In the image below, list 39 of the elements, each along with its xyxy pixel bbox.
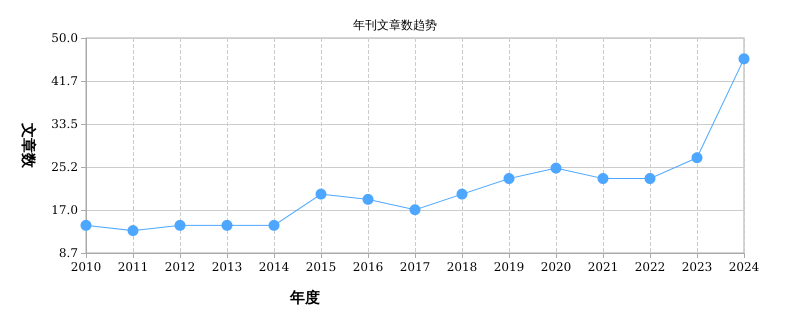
- point: [738, 53, 750, 64]
- x-tick-label: 2015: [306, 260, 336, 274]
- y-tick-label: 33.5: [51, 116, 78, 131]
- point: [128, 225, 138, 236]
- point: [598, 173, 608, 184]
- x-tick-label: 2020: [540, 260, 572, 274]
- y-tick-label: 41.7: [51, 74, 78, 88]
- point: [362, 194, 374, 205]
- x-tick-label: 2010: [70, 260, 102, 274]
- x-axis-title: 年度: [289, 288, 320, 306]
- x-tick-label: 2011: [118, 260, 148, 274]
- x-tick-label: 2023: [682, 260, 712, 274]
- y-tick-label: 50.0: [51, 31, 78, 45]
- point: [692, 152, 702, 164]
- point: [456, 188, 468, 200]
- point: [80, 220, 92, 231]
- x-tick-label: 2019: [494, 260, 524, 274]
- x-tick-label: 2013: [212, 260, 242, 274]
- point: [410, 204, 420, 216]
- x-tick-label: 2018: [446, 260, 478, 274]
- point: [222, 220, 232, 231]
- chart-title: 年刊文章数趋势: [353, 18, 437, 32]
- point: [174, 220, 186, 231]
- x-tick-label: 2024: [728, 260, 760, 274]
- y-tick-label: 17.0: [51, 202, 78, 217]
- y-tick-label: 25.2: [51, 160, 78, 174]
- point: [644, 173, 656, 184]
- x-tick-label: 2014: [258, 260, 290, 274]
- point: [550, 162, 562, 174]
- x-tick-label: 2017: [400, 260, 430, 274]
- point: [504, 173, 514, 184]
- x-tick-label: 2021: [588, 260, 618, 274]
- x-tick-label: 2022: [634, 260, 666, 274]
- y-axis-title: 文章数: [20, 122, 38, 169]
- point: [316, 188, 326, 200]
- point: [268, 220, 280, 231]
- x-tick-label: 2016: [352, 260, 384, 274]
- y-tick-label: 8.7: [58, 246, 78, 260]
- x-tick-label: 2012: [164, 260, 196, 274]
